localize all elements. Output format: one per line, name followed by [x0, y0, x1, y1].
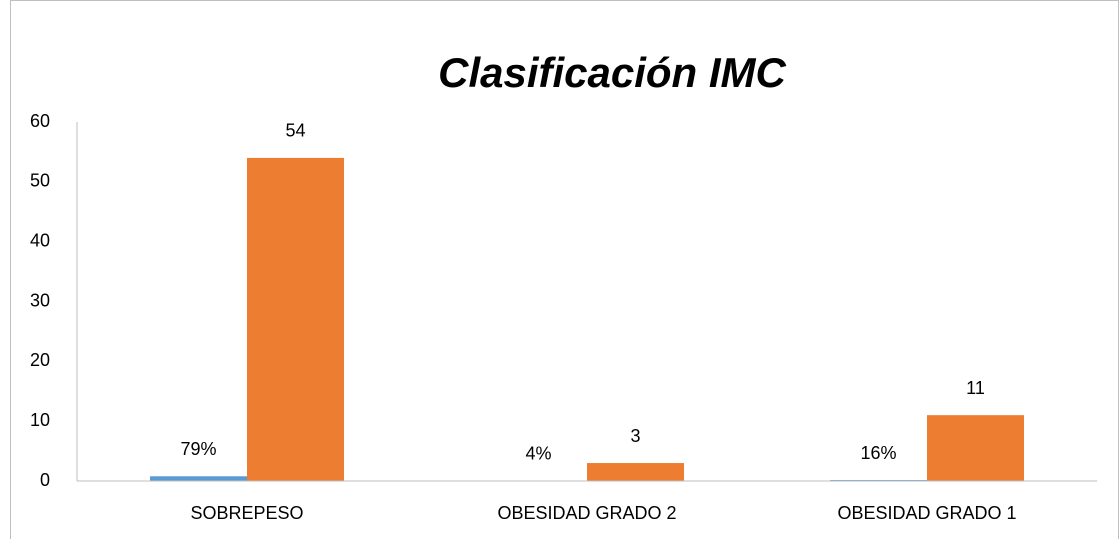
chart-title: Clasificación IMC [438, 49, 786, 96]
y-tick-label: 0 [40, 470, 50, 490]
bar [247, 157, 344, 481]
y-tick-label: 60 [30, 111, 50, 131]
x-tick-label: SOBREPESO [190, 503, 303, 523]
y-tick-label: 30 [30, 290, 50, 310]
bar [150, 476, 247, 481]
y-tick-label: 40 [30, 230, 50, 250]
data-label: 3 [630, 426, 640, 446]
bar [927, 415, 1024, 481]
data-label: 11 [966, 378, 985, 398]
bar [587, 463, 684, 481]
data-label: 54 [285, 121, 305, 141]
y-tick-label: 50 [30, 171, 50, 191]
y-tick-label: 20 [30, 350, 50, 370]
data-label: 16% [860, 443, 896, 463]
x-tick-label: OBESIDAD GRADO 1 [837, 503, 1016, 523]
y-tick-label: 10 [30, 410, 50, 430]
data-label: 79% [180, 439, 216, 459]
data-label: 4% [525, 444, 551, 464]
x-tick-label: OBESIDAD GRADO 2 [497, 503, 676, 523]
